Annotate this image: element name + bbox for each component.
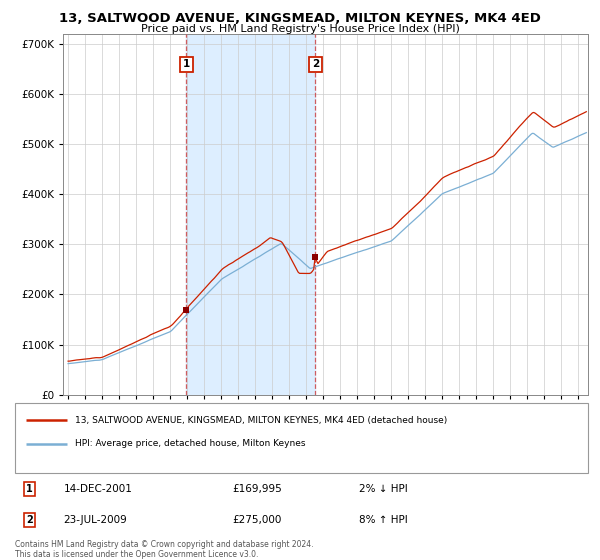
Text: Contains HM Land Registry data © Crown copyright and database right 2024.: Contains HM Land Registry data © Crown c… bbox=[15, 540, 314, 549]
Text: This data is licensed under the Open Government Licence v3.0.: This data is licensed under the Open Gov… bbox=[15, 550, 259, 559]
Text: 2: 2 bbox=[311, 59, 319, 69]
Text: 1: 1 bbox=[26, 484, 33, 494]
Text: £275,000: £275,000 bbox=[233, 515, 282, 525]
Text: 1: 1 bbox=[182, 59, 190, 69]
Text: 13, SALTWOOD AVENUE, KINGSMEAD, MILTON KEYNES, MK4 4ED (detached house): 13, SALTWOOD AVENUE, KINGSMEAD, MILTON K… bbox=[75, 416, 448, 424]
Text: 8% ↑ HPI: 8% ↑ HPI bbox=[359, 515, 407, 525]
Text: 13, SALTWOOD AVENUE, KINGSMEAD, MILTON KEYNES, MK4 4ED: 13, SALTWOOD AVENUE, KINGSMEAD, MILTON K… bbox=[59, 12, 541, 25]
Text: 23-JUL-2009: 23-JUL-2009 bbox=[64, 515, 127, 525]
Text: Price paid vs. HM Land Registry's House Price Index (HPI): Price paid vs. HM Land Registry's House … bbox=[140, 24, 460, 34]
Text: 2: 2 bbox=[26, 515, 33, 525]
Text: 2% ↓ HPI: 2% ↓ HPI bbox=[359, 484, 407, 494]
Text: 14-DEC-2001: 14-DEC-2001 bbox=[64, 484, 133, 494]
Bar bbox=[187, 34, 316, 395]
Text: HPI: Average price, detached house, Milton Keynes: HPI: Average price, detached house, Milt… bbox=[75, 439, 305, 449]
Text: £169,995: £169,995 bbox=[233, 484, 283, 494]
FancyBboxPatch shape bbox=[15, 403, 588, 473]
